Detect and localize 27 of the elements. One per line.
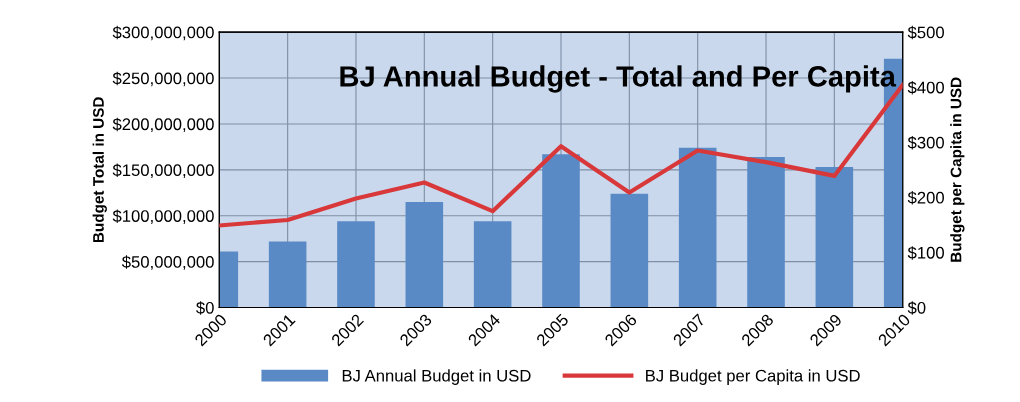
y2-tick-label: $300 — [907, 136, 944, 150]
bar — [747, 156, 785, 308]
y2-axis-title: Budget per Capita in USD — [950, 77, 965, 262]
y-axis-title: Budget Total in USD — [92, 97, 107, 243]
y2-tick-label: $0 — [907, 301, 926, 315]
legend-label: BJ Annual Budget in USD — [342, 369, 531, 385]
y-tick-label: $50,000,000 — [121, 255, 214, 270]
bar — [542, 154, 580, 308]
bar — [473, 221, 512, 308]
bar — [678, 147, 717, 308]
bar — [815, 167, 854, 308]
y-tick-label: $300,000,000 — [112, 25, 214, 41]
y2-tick-label: $100 — [907, 246, 944, 260]
bar — [610, 193, 649, 308]
y-tick-label: $0 — [196, 301, 214, 315]
bar — [405, 201, 444, 308]
y2-tick-label: $400 — [907, 80, 944, 95]
y-tick-label: $100,000,000 — [112, 209, 214, 224]
bar — [268, 241, 307, 308]
y2-tick-label: $200 — [907, 191, 944, 205]
legend-label: BJ Budget per Capita in USD — [646, 369, 860, 385]
y-tick-label: $150,000,000 — [112, 163, 214, 179]
bar — [337, 221, 375, 308]
y2-tick-label: $500 — [907, 25, 944, 40]
y-tick-label: $200,000,000 — [112, 117, 214, 133]
y-tick-label: $250,000,000 — [112, 71, 214, 87]
text: BJ Annual Budget - Total and Per Capita — [340, 65, 897, 93]
